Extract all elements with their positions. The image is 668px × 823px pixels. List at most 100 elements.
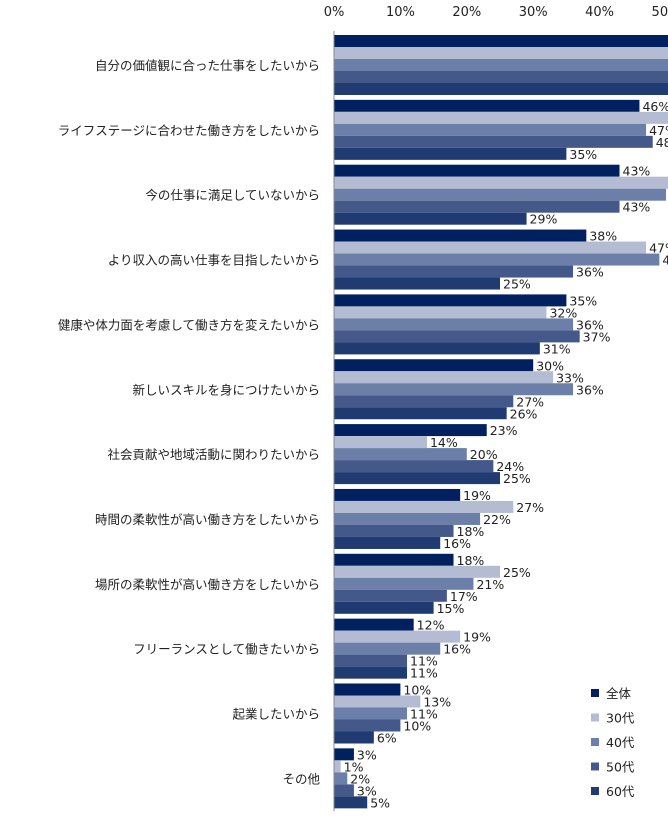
x-tick-label: 50% <box>652 5 668 20</box>
bar <box>334 395 514 408</box>
bar <box>334 512 481 525</box>
data-label: 21% <box>476 577 504 592</box>
data-label: 11% <box>410 654 438 669</box>
bar <box>334 147 567 160</box>
bar <box>334 618 414 631</box>
category-label: 時間の柔軟性が高い働き方をしたいから <box>95 512 320 527</box>
data-label: 43% <box>623 164 651 179</box>
category-label: 今の仕事に満足していないから <box>145 188 320 203</box>
bar <box>334 111 668 124</box>
legend: 全体 30代 40代 50代 60代 <box>591 686 635 799</box>
bar <box>334 407 507 420</box>
data-label: 27% <box>516 500 544 515</box>
bar <box>334 731 374 744</box>
bar <box>334 589 447 602</box>
bar <box>334 472 500 485</box>
data-label: 25% <box>503 565 531 580</box>
bar <box>334 200 620 213</box>
bar <box>334 188 666 201</box>
category-label: フリーランスとして働きたいから <box>133 642 320 657</box>
data-label: 46% <box>642 99 668 114</box>
data-label: 35% <box>569 293 597 308</box>
bar <box>334 784 354 797</box>
legend-label: 全体 <box>606 686 632 701</box>
bar <box>334 35 668 47</box>
data-label: 18% <box>457 553 485 568</box>
category-label: 自分の価値観に合った仕事をしたいから <box>95 58 320 73</box>
data-label: 25% <box>503 277 531 292</box>
bar <box>334 695 421 708</box>
x-tick-label: 10% <box>386 5 415 20</box>
bar <box>334 536 441 549</box>
bar <box>334 342 540 355</box>
data-label: 26% <box>510 406 538 421</box>
bar <box>334 553 454 566</box>
bar <box>334 277 500 290</box>
bar <box>334 383 574 396</box>
data-label: 18% <box>457 524 485 539</box>
x-tick-label: 0% <box>324 5 345 20</box>
data-label: 22% <box>483 512 511 527</box>
bar <box>334 318 574 331</box>
category-label: 新しいスキルを身につけたいから <box>132 382 320 397</box>
bar <box>334 654 408 667</box>
bar <box>334 760 341 773</box>
legend-label: 30代 <box>606 711 635 726</box>
category-label: 起業したいから <box>232 707 320 722</box>
data-label: 17% <box>450 589 478 604</box>
data-label: 13% <box>423 695 451 710</box>
data-label: 1% <box>344 759 364 774</box>
data-label: 32% <box>549 305 577 320</box>
data-label: 27% <box>516 394 544 409</box>
data-label: 12% <box>417 618 445 633</box>
legend-label: 50代 <box>606 760 635 775</box>
x-tick-label: 40% <box>585 5 614 20</box>
category-label: 社会貢献や地域活動に関わりたいから <box>107 447 320 462</box>
bar <box>334 47 668 59</box>
data-labels: 55%56%54%56%55%46%59%47%48%35%43%58%50%4… <box>344 99 668 810</box>
category-label: ライフステージに合わせた働き方をしたいから <box>58 123 320 138</box>
bar <box>334 707 408 720</box>
bar <box>334 229 587 242</box>
data-label: 47% <box>649 123 668 138</box>
bar <box>334 330 580 343</box>
legend-label: 60代 <box>606 784 635 799</box>
data-label: 30% <box>536 358 564 373</box>
category-label: より収入の高い仕事を目指したいから <box>108 253 320 268</box>
data-label: 49% <box>662 253 668 268</box>
legend-swatch <box>591 713 599 722</box>
data-label: 11% <box>410 666 438 681</box>
bar <box>334 719 401 732</box>
bar <box>334 748 354 761</box>
data-label: 36% <box>576 382 604 397</box>
data-label: 36% <box>576 317 604 332</box>
bar <box>334 630 461 643</box>
data-label: 38% <box>589 229 617 244</box>
legend-swatch <box>591 738 599 746</box>
data-label: 19% <box>463 488 491 503</box>
category-labels: 自分の価値観に合った仕事をしたいからライフステージに合わせた働き方をしたいから今… <box>58 58 321 786</box>
data-label: 47% <box>649 241 668 256</box>
data-label: 19% <box>463 630 491 645</box>
data-label: 36% <box>576 265 604 280</box>
x-tick-label: 30% <box>519 5 548 20</box>
bar <box>334 253 660 266</box>
bar <box>334 488 461 501</box>
bar <box>334 448 467 461</box>
bar <box>334 359 534 372</box>
x-tick-label: 20% <box>452 5 481 20</box>
bar <box>334 123 647 136</box>
bar <box>334 460 494 473</box>
bar <box>334 306 547 319</box>
bar <box>334 212 527 225</box>
bar <box>334 666 408 679</box>
x-axis-ticks: 0%10%20%30%40%50%60%70% <box>324 5 668 20</box>
data-label: 25% <box>503 471 531 486</box>
data-label: 37% <box>583 329 611 344</box>
legend-label: 40代 <box>606 735 635 750</box>
bar <box>334 436 427 449</box>
data-label: 43% <box>623 200 651 215</box>
data-label: 20% <box>470 447 498 462</box>
bar <box>334 59 668 71</box>
data-label: 23% <box>490 423 518 438</box>
